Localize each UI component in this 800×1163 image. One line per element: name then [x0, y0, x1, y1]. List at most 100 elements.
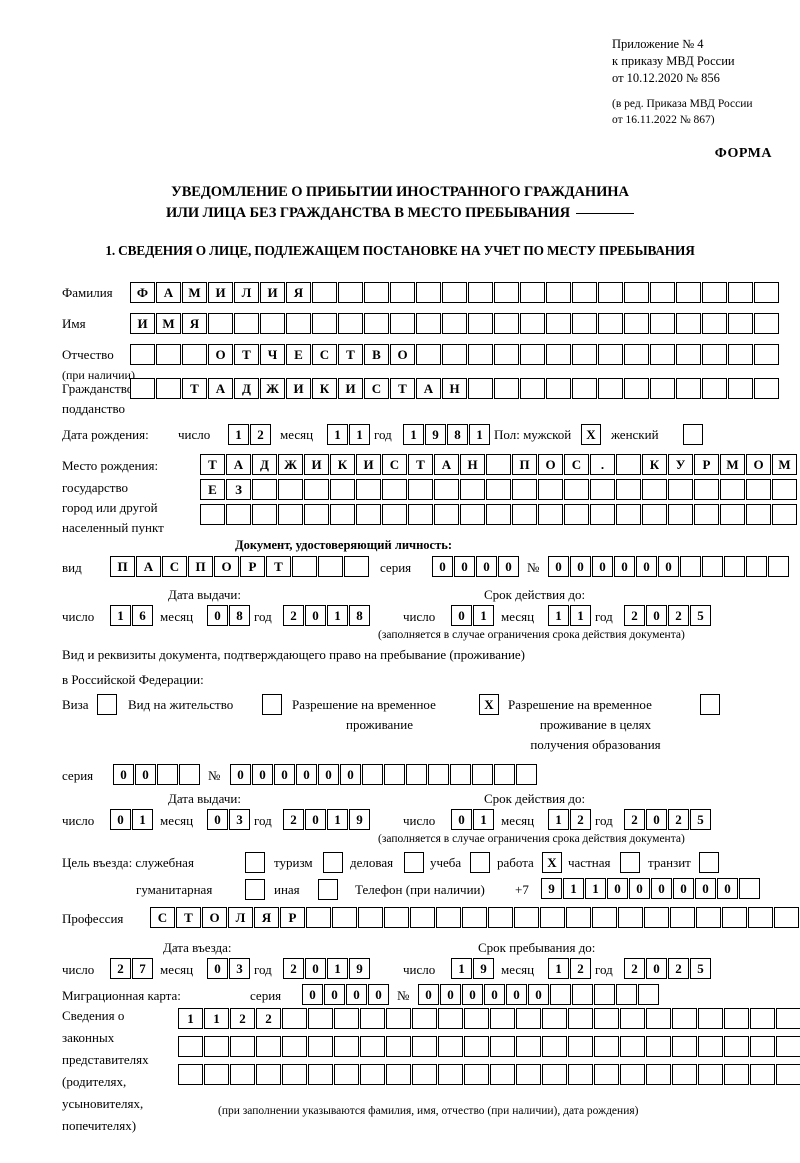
char-cell[interactable]: И	[208, 282, 233, 303]
char-cell[interactable]: 2	[624, 605, 645, 626]
checkbox-purpose-study[interactable]	[470, 852, 490, 873]
char-cell[interactable]	[696, 907, 721, 928]
char-cell[interactable]: С	[150, 907, 175, 928]
char-cell[interactable]	[156, 378, 181, 399]
char-cell[interactable]	[754, 313, 779, 334]
char-cell[interactable]	[200, 504, 225, 525]
char-cell[interactable]	[572, 344, 597, 365]
char-cell[interactable]	[754, 378, 779, 399]
char-cell[interactable]	[538, 504, 563, 525]
char-cell[interactable]	[546, 378, 571, 399]
char-cell[interactable]: 0	[305, 809, 326, 830]
char-cell[interactable]	[668, 504, 693, 525]
char-cell[interactable]	[490, 1064, 515, 1085]
char-cell[interactable]	[356, 479, 381, 500]
char-cell[interactable]	[442, 282, 467, 303]
char-cell[interactable]: М	[156, 313, 181, 334]
char-cell[interactable]	[450, 764, 471, 785]
legal-rep-row-2-boxes[interactable]	[178, 1036, 800, 1057]
char-cell[interactable]	[620, 1008, 645, 1029]
char-cell[interactable]: Т	[176, 907, 201, 928]
char-cell[interactable]	[382, 504, 407, 525]
checkbox-residence-permit[interactable]	[262, 694, 282, 715]
char-cell[interactable]	[650, 344, 675, 365]
char-cell[interactable]	[618, 907, 643, 928]
char-cell[interactable]	[338, 313, 363, 334]
char-cell[interactable]	[566, 907, 591, 928]
char-cell[interactable]	[486, 504, 511, 525]
char-cell[interactable]: 0	[607, 878, 628, 899]
checkbox-sex-male[interactable]: X	[581, 424, 601, 445]
char-cell[interactable]	[520, 378, 545, 399]
char-cell[interactable]	[334, 1064, 359, 1085]
char-cell[interactable]	[438, 1064, 463, 1085]
char-cell[interactable]: 0	[498, 556, 519, 577]
char-cell[interactable]	[494, 378, 519, 399]
char-cell[interactable]: 0	[506, 984, 527, 1005]
char-cell[interactable]: 1	[548, 809, 569, 830]
char-cell[interactable]	[344, 556, 369, 577]
char-cell[interactable]: 3	[229, 958, 250, 979]
char-cell[interactable]	[722, 907, 747, 928]
char-cell[interactable]	[332, 907, 357, 928]
char-cell[interactable]: 9	[349, 809, 370, 830]
char-cell[interactable]	[724, 1064, 749, 1085]
char-cell[interactable]: 2	[283, 958, 304, 979]
char-cell[interactable]	[386, 1008, 411, 1029]
char-cell[interactable]	[442, 344, 467, 365]
char-cell[interactable]	[308, 1008, 333, 1029]
char-cell[interactable]	[434, 479, 459, 500]
char-cell[interactable]: 1	[570, 605, 591, 626]
char-cell[interactable]	[774, 907, 799, 928]
char-cell[interactable]	[468, 282, 493, 303]
char-cell[interactable]	[724, 1008, 749, 1029]
char-cell[interactable]	[694, 504, 719, 525]
char-cell[interactable]: Р	[694, 454, 719, 475]
char-cell[interactable]: И	[130, 313, 155, 334]
char-cell[interactable]	[746, 479, 771, 500]
char-cell[interactable]	[540, 907, 565, 928]
char-cell[interactable]	[494, 344, 519, 365]
char-cell[interactable]: 2	[668, 958, 689, 979]
char-cell[interactable]	[468, 344, 493, 365]
char-cell[interactable]: 0	[636, 556, 657, 577]
char-cell[interactable]: 7	[132, 958, 153, 979]
char-cell[interactable]: К	[312, 378, 337, 399]
char-cell[interactable]	[226, 504, 251, 525]
char-cell[interactable]: 0	[346, 984, 367, 1005]
char-cell[interactable]	[428, 764, 449, 785]
char-cell[interactable]: 0	[230, 764, 251, 785]
char-cell[interactable]: 2	[256, 1008, 281, 1029]
char-cell[interactable]	[598, 282, 623, 303]
char-cell[interactable]: И	[304, 454, 329, 475]
char-cell[interactable]	[490, 1008, 515, 1029]
char-cell[interactable]: 1	[204, 1008, 229, 1029]
char-cell[interactable]	[416, 313, 441, 334]
char-cell[interactable]	[748, 907, 773, 928]
char-cell[interactable]: 3	[229, 809, 250, 830]
char-cell[interactable]	[750, 1036, 775, 1057]
char-cell[interactable]: Я	[286, 282, 311, 303]
char-cell[interactable]	[412, 1036, 437, 1057]
char-cell[interactable]: 5	[690, 809, 711, 830]
char-cell[interactable]: С	[382, 454, 407, 475]
char-cell[interactable]: 0	[110, 809, 131, 830]
char-cell[interactable]	[512, 479, 537, 500]
char-cell[interactable]: 1	[178, 1008, 203, 1029]
char-cell[interactable]	[334, 1008, 359, 1029]
char-cell[interactable]: 8	[229, 605, 250, 626]
char-cell[interactable]: 0	[476, 556, 497, 577]
char-cell[interactable]	[624, 313, 649, 334]
char-cell[interactable]	[312, 282, 337, 303]
char-cell[interactable]	[260, 313, 285, 334]
char-cell[interactable]	[460, 479, 485, 500]
char-cell[interactable]: Е	[200, 479, 225, 500]
char-cell[interactable]: 0	[658, 556, 679, 577]
char-cell[interactable]: Т	[408, 454, 433, 475]
char-cell[interactable]	[568, 1008, 593, 1029]
char-cell[interactable]: О	[208, 344, 233, 365]
char-cell[interactable]: А	[416, 378, 441, 399]
